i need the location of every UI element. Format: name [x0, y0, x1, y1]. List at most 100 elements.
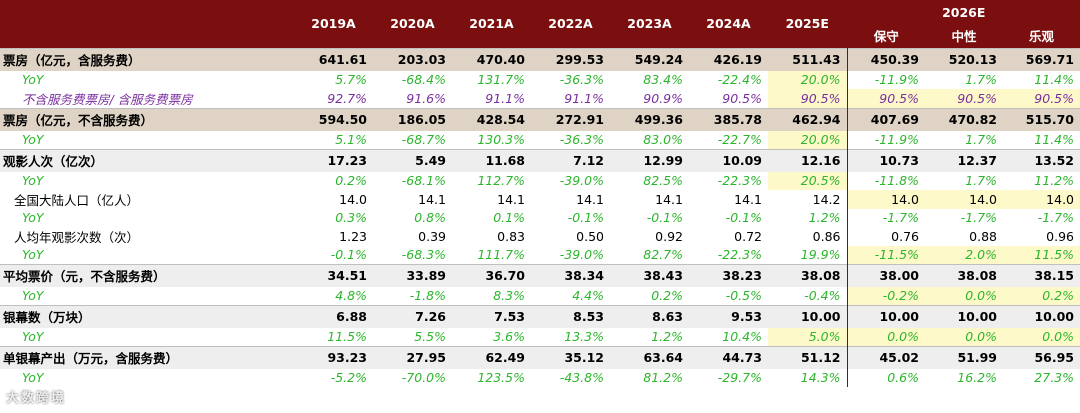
table-cell: 20.5%	[768, 171, 847, 190]
table-cell: 130.3%	[477, 132, 525, 147]
year-header: 2024A	[689, 0, 768, 48]
table-cell: 63.64	[610, 345, 689, 369]
table-cell: 90.9%	[643, 90, 683, 106]
table-row: 人均年观影次数（次） 1.23 0.39 0.83 0.50 0.92 0.72 0.86 0.…	[0, 226, 1080, 246]
year-header: 2019A	[294, 0, 373, 48]
table-cell: 91.6%	[406, 90, 446, 106]
table-cell: -39.0%	[559, 173, 604, 188]
table-cell: 0.92	[655, 228, 683, 244]
table-cell: 0.39	[418, 228, 446, 244]
table-row: YoY 4.8% -1.8% 8.3% 4.4% 0.2% -0.5% -0.4% -0.2% 0…	[0, 286, 1080, 305]
table-row: YoY 0.3% 0.8% 0.1% -0.1% -0.1% -0.1% 1.2% -1.7% -…	[0, 208, 1080, 227]
table-cell: -1.8%	[409, 288, 446, 303]
table-cell: 549.24	[610, 47, 689, 71]
table-row: 银幕数（万块） 6.88 7.26 7.53 8.53 8.63 9.53 10.00 10.0…	[0, 304, 1080, 328]
table-cell: 14.0	[925, 189, 1003, 209]
table-cell: -68.1%	[401, 173, 446, 188]
table-cell: 7.53	[452, 304, 531, 328]
row-label: YoY	[22, 173, 44, 188]
table-cell: 91.1%	[564, 90, 604, 106]
scenario-header-neutral: 中性	[925, 24, 1003, 48]
row-label: YoY	[22, 247, 44, 262]
scenario-header-optimistic: 乐观	[1003, 24, 1080, 48]
table-cell: 38.15	[1003, 263, 1080, 287]
table-cell: 450.39	[846, 47, 925, 71]
row-label: 平均票价（元，不含服务费）	[0, 263, 294, 287]
table-cell: 82.5%	[643, 173, 683, 188]
table-row: YoY 11.5% 5.5% 3.6% 13.3% 1.2% 10.4% 5.0% 0.0% 0.…	[0, 327, 1080, 346]
table-row: YoY 0.2% -68.1% 112.7% -39.0% 82.5% -22.3% 20.5…	[0, 171, 1080, 190]
table-cell: -5.2%	[330, 370, 367, 385]
table-cell: 81.2%	[643, 370, 683, 385]
table-cell: 0.0%	[1003, 327, 1080, 346]
table-row: 平均票价（元，不含服务费） 34.51 33.89 36.70 38.34 38.43 38…	[0, 263, 1080, 287]
table-cell: 14.1	[576, 191, 604, 207]
table-cell: 14.0	[846, 189, 925, 209]
table-cell: 299.53	[531, 47, 610, 71]
table-cell: 272.91	[531, 107, 610, 131]
table-cell: 10.00	[768, 304, 847, 328]
table-cell: 0.2%	[1003, 286, 1080, 305]
table-cell: -1.7%	[846, 208, 925, 227]
table-cell: 203.03	[373, 47, 452, 71]
table-row: YoY 5.7% -68.4% 131.7% -36.3% 83.4% -22.4% 20.0…	[0, 70, 1080, 89]
table-cell: 10.4%	[722, 329, 762, 344]
table-cell: 7.26	[373, 304, 452, 328]
table-cell: -29.7%	[717, 370, 762, 385]
table-row: YoY -5.2% -70.0% 123.5% -43.8% 81.2% -29.7% 14.…	[0, 368, 1080, 387]
table-cell: 186.05	[373, 107, 452, 131]
table-cell: 34.51	[294, 263, 373, 287]
table-cell: 515.70	[1003, 107, 1080, 131]
table-cell: 1.2%	[808, 210, 841, 225]
table-cell: 0.88	[969, 228, 997, 244]
table-cell: 2.0%	[925, 245, 1003, 264]
table-cell: 4.4%	[572, 288, 604, 303]
table-cell: 14.1	[734, 191, 762, 207]
table-cell: 0.8%	[414, 210, 446, 225]
table-cell: 641.61	[294, 47, 373, 71]
table-cell: -68.7%	[401, 132, 446, 147]
table-cell: 0.6%	[846, 368, 925, 387]
table-cell: -22.3%	[717, 247, 762, 262]
table-cell: 20.0%	[768, 130, 847, 149]
table-cell: 38.23	[689, 263, 768, 287]
year-header: 2020A	[373, 0, 452, 48]
table-cell: -0.1%	[646, 210, 683, 225]
table-row: YoY -0.1% -68.3% 111.7% -39.0% 82.7% -22.3% 19.…	[0, 245, 1080, 264]
table-cell: 38.34	[531, 263, 610, 287]
table-cell: 10.00	[846, 304, 925, 328]
table-cell: 90.5%	[1003, 88, 1080, 108]
table-cell: 14.1	[418, 191, 446, 207]
table-cell: 426.19	[689, 47, 768, 71]
table-cell: 5.0%	[768, 327, 847, 346]
table-cell: 407.69	[846, 107, 925, 131]
forecast-year-header: 2026E	[846, 0, 1080, 24]
table-body: 票房（亿元，含服务费） 641.61 203.03 470.40 299.53 549.2…	[0, 47, 1080, 387]
table-cell: 56.95	[1003, 345, 1080, 369]
table-cell: 35.12	[531, 345, 610, 369]
table-row: 票房（亿元，不含服务费） 594.50 186.05 428.54 272.91 499.…	[0, 107, 1080, 131]
table-cell: -0.1%	[567, 210, 604, 225]
table-cell: 11.2%	[1034, 173, 1075, 188]
table-cell: -22.7%	[717, 132, 762, 147]
table-cell: 20.0%	[768, 70, 847, 89]
header-row-bottom: 保守 中性 乐观	[0, 24, 1080, 48]
row-label: YoY	[22, 288, 44, 303]
table-cell: 123.5%	[477, 370, 525, 385]
table-cell: -70.0%	[401, 370, 446, 385]
table-cell: -68.3%	[401, 247, 446, 262]
table-cell: 82.7%	[643, 247, 683, 262]
table-cell: 0.1%	[493, 210, 525, 225]
table-cell: 520.13	[925, 47, 1003, 71]
row-label: YoY	[22, 132, 44, 147]
table-cell: 36.70	[452, 263, 531, 287]
table-cell: 12.99	[610, 148, 689, 172]
table-cell: 17.23	[294, 148, 373, 172]
table-cell: 0.72	[734, 228, 762, 244]
table-cell: 45.02	[846, 345, 925, 369]
table-cell: 0.0%	[925, 286, 1003, 305]
table-row: 全国大陆人口（亿人） 14.0 14.1 14.1 14.1 14.1 14.1 14.2 14…	[0, 189, 1080, 209]
row-label: YoY	[22, 329, 44, 344]
table-row: YoY 5.1% -68.7% 130.3% -36.3% 83.0% -22.7% 20.0…	[0, 130, 1080, 149]
year-header: 2022A	[531, 0, 610, 48]
